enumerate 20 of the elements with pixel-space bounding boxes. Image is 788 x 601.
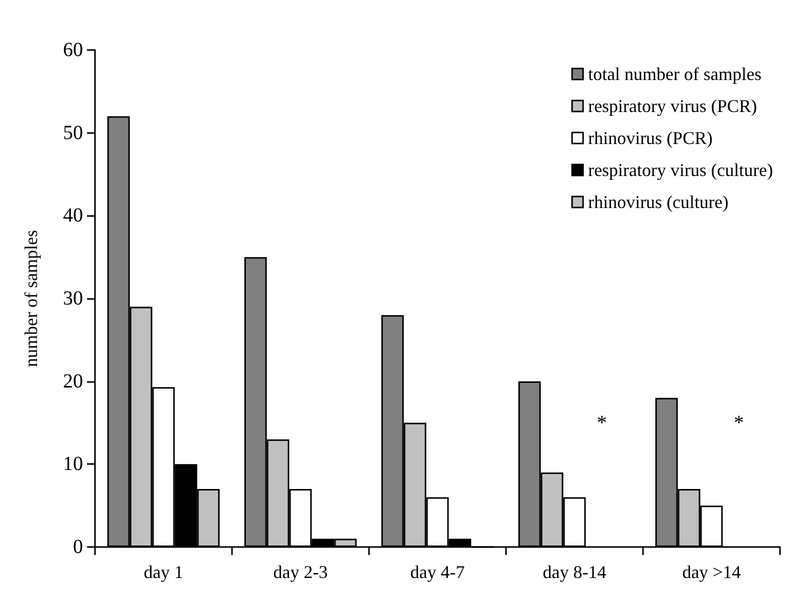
legend-label: respiratory virus (culture) xyxy=(588,160,774,180)
annotation: * xyxy=(596,412,607,434)
y-tick-label: 20 xyxy=(63,370,83,392)
x-tick-label: day 1 xyxy=(144,562,184,582)
x-tick-label: day 2-3 xyxy=(273,562,328,582)
y-axis-title: number of samples xyxy=(21,230,41,367)
y-tick-label: 30 xyxy=(63,288,83,310)
x-tick-label: day 4-7 xyxy=(410,562,465,582)
x-tick-label: day 8-14 xyxy=(542,562,606,582)
y-tick-label: 0 xyxy=(73,536,83,558)
legend-label: total number of samples xyxy=(588,64,762,84)
y-tick-label: 10 xyxy=(63,453,83,476)
y-tick-label: 50 xyxy=(63,122,83,144)
annotation: * xyxy=(734,412,744,434)
legend-label: rhinovirus (PCR) xyxy=(588,128,713,148)
y-tick-label: 60 xyxy=(63,39,83,61)
x-tick-label: day >14 xyxy=(682,562,741,582)
y-tick-label: 40 xyxy=(63,204,83,227)
legend-label: respiratory virus (PCR) xyxy=(588,96,758,116)
legend-label: rhinovirus (culture) xyxy=(588,192,729,212)
